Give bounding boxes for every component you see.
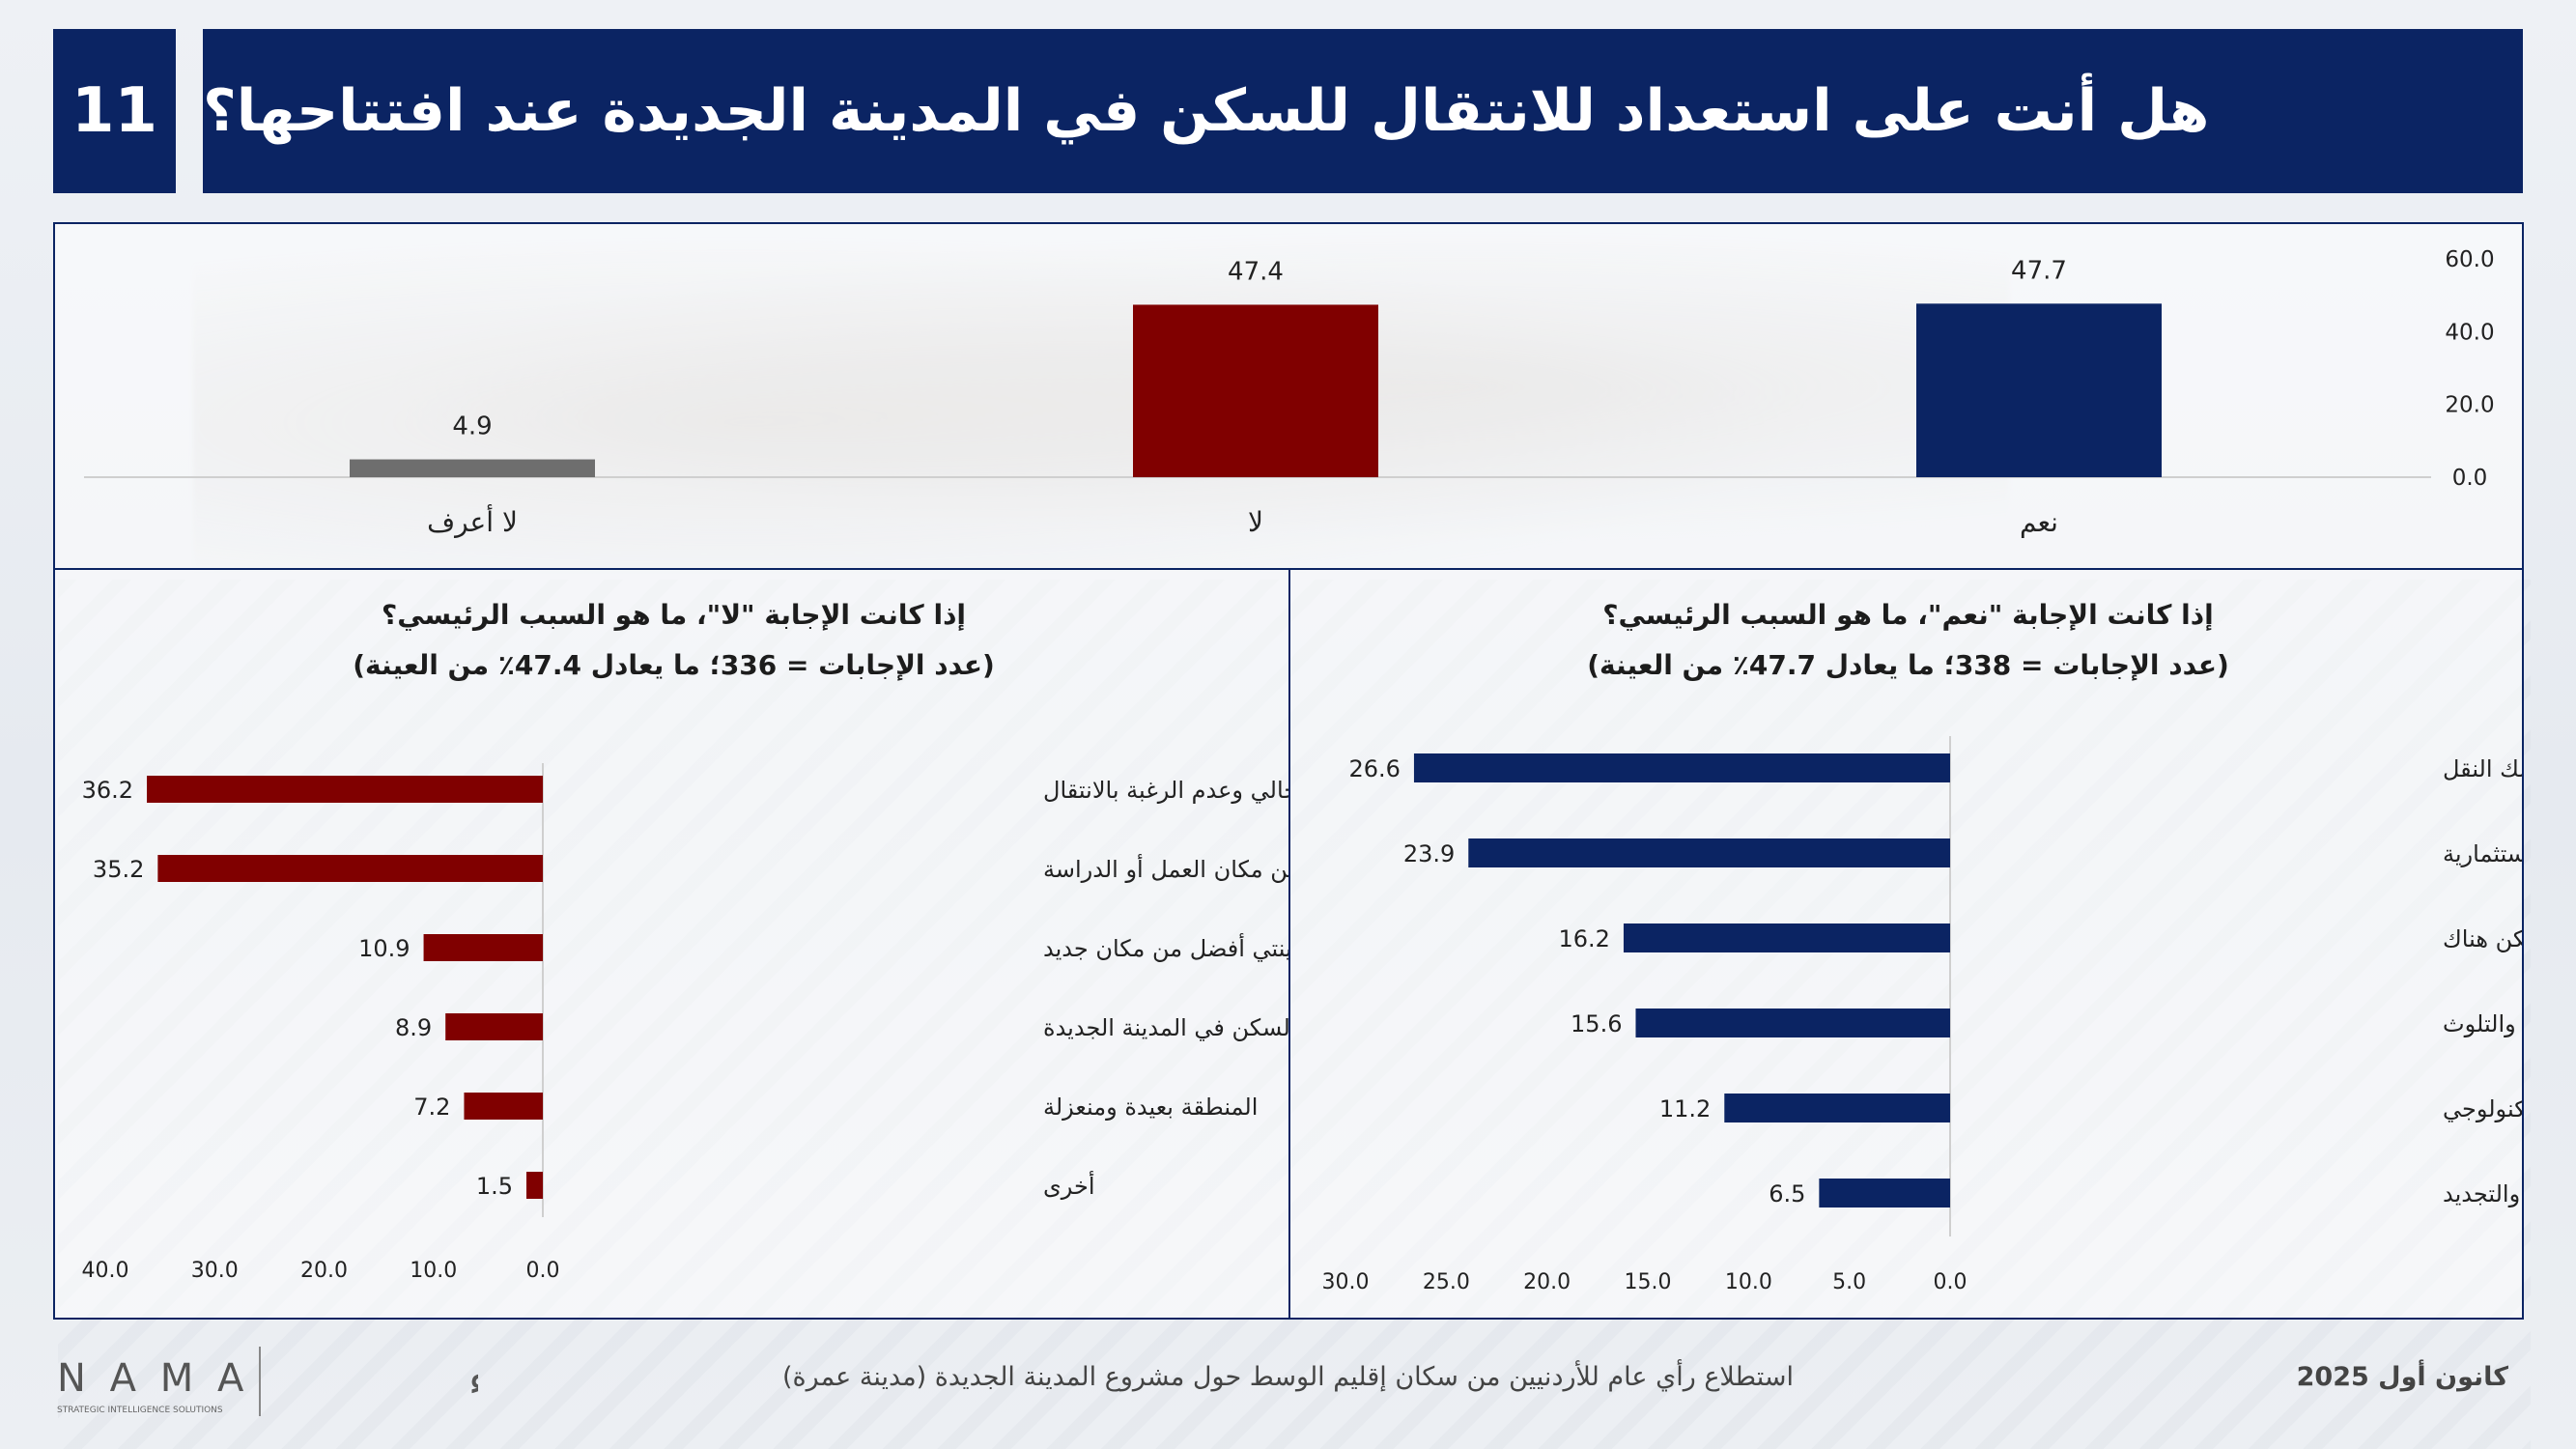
bar — [1635, 1009, 1950, 1037]
overall-bar-chart: 60.0 40.0 20.0 0.0 47.7 نعم 47.4 لا 4.9 لا أعرف — [84, 247, 2495, 538]
bar-value-label: 26.6 — [1349, 755, 1401, 782]
bar — [445, 1013, 543, 1040]
bar — [1916, 303, 2162, 477]
nama-logo: N A M A STRATEGIC INTELLIGENCE SOLUTIONS… — [53, 1341, 612, 1418]
y-tick-label: 40.0 — [2445, 320, 2494, 345]
bar-value-label: 47.7 — [2011, 256, 2067, 285]
logo-latin: N A M A — [57, 1356, 249, 1401]
bar-value-label: 36.2 — [82, 777, 133, 804]
x-tick-label: 5.0 — [1832, 1270, 1866, 1294]
category-label: للابتعاد عن الازدحام السكاني والأزمات ال… — [2443, 1009, 2522, 1037]
category-label: أخرى — [1043, 1171, 1095, 1200]
y-tick-label: 20.0 — [2445, 393, 2494, 418]
bar — [526, 1172, 543, 1199]
x-tick-label: 0.0 — [526, 1259, 560, 1283]
category-label: المنطقة بعيدة ومنعزلة — [1043, 1094, 1258, 1121]
x-tick-label: 10.0 — [1725, 1270, 1772, 1294]
y-tick-label: 60.0 — [2445, 247, 2494, 272]
x-tick-label: 40.0 — [82, 1259, 129, 1283]
bar-value-label: 1.5 — [476, 1173, 513, 1200]
footer-survey-text: استطلاع رأي عام للأردنيين من سكان إقليم … — [782, 1362, 1794, 1392]
bar — [147, 776, 543, 803]
logo-arabic: نمــــــاء — [468, 1356, 478, 1406]
bar-value-label: 35.2 — [93, 856, 144, 883]
category-label: توفر الخدمات في مدينتي أفضل من مكان جديد — [1043, 933, 1288, 962]
category-label: لا أعرف — [427, 503, 518, 538]
category-label: امتلاك بيت المسكن الحالي وعدم الرغبة بال… — [1043, 777, 1288, 804]
x-tick-label: 10.0 — [410, 1259, 457, 1283]
yes-reasons-title: إذا كانت الإجابة "نعم"، ما هو السبب الرئ… — [1602, 599, 2214, 631]
x-tick-label: 30.0 — [1322, 1270, 1370, 1294]
no-reasons-panel: إذا كانت الإجابة "لا"، ما هو السبب الرئي… — [53, 568, 1290, 1320]
bar-value-label: 7.2 — [413, 1094, 450, 1121]
bar — [350, 459, 595, 477]
x-tick-label: 0.0 — [1934, 1270, 1967, 1294]
bar-value-label: 15.6 — [1571, 1010, 1622, 1037]
bar — [464, 1093, 543, 1120]
logo-tagline: STRATEGIC INTELLIGENCE SOLUTIONS — [57, 1406, 223, 1415]
bar-value-label: 11.2 — [1659, 1095, 1711, 1122]
category-label: تواجد الخدمات عالية الجودة، بما في ذلك ا… — [2443, 755, 2522, 782]
x-tick-label: 30.0 — [191, 1259, 239, 1283]
slide-title: هل أنت على استعداد للانتقال للسكن في الم… — [203, 29, 2523, 193]
category-label: لا — [1248, 506, 1263, 538]
overall-chart-panel: 60.0 40.0 20.0 0.0 47.7 نعم 47.4 لا 4.9 لا أعرف — [53, 222, 2524, 570]
x-tick-label: 25.0 — [1423, 1270, 1470, 1294]
bar-value-label: 23.9 — [1403, 840, 1455, 867]
yes-reasons-subtitle: (عدد الإجابات = 338؛ ما يعادل 47.7٪ من ا… — [1587, 649, 2229, 681]
bar — [1623, 923, 1950, 952]
yes-reasons-bar-chart: 26.6 تواجد الخدمات عالية الجودة، بما في ذ… — [1322, 736, 2522, 1294]
bar-value-label: 10.9 — [358, 935, 410, 962]
no-reasons-subtitle: (عدد الإجابات = 336؛ ما يعادل 47.4٪ من ا… — [353, 649, 995, 681]
bar — [1133, 304, 1378, 477]
category-label: بسبب تركيزها على التطور التكنولوجي — [2443, 1095, 2522, 1122]
bar-value-label: 4.9 — [452, 412, 492, 441]
bar — [1468, 838, 1950, 867]
bar — [1819, 1179, 1950, 1208]
bar — [1413, 753, 1950, 782]
category-label: القدرة على تحمل تكاليف السكن هناك — [2443, 925, 2522, 952]
category-label: نعم — [2020, 506, 2058, 538]
bar — [1724, 1094, 1950, 1122]
bar — [423, 934, 543, 961]
x-tick-label: 20.0 — [300, 1259, 348, 1283]
bar — [157, 855, 544, 882]
footer-date: كانون أول 2025 — [2296, 1362, 2508, 1392]
yes-reasons-panel: إذا كانت الإجابة "نعم"، ما هو السبب الرئ… — [1288, 568, 2524, 1320]
no-reasons-bar-chart: 36.2 امتلاك بيت المسكن الحالي وعدم الرغبة… — [82, 763, 1288, 1283]
x-tick-label: 15.0 — [1625, 1270, 1672, 1294]
bar-value-label: 16.2 — [1559, 925, 1610, 952]
no-reasons-title: إذا كانت الإجابة "لا"، ما هو السبب الرئي… — [381, 599, 967, 631]
bar-value-label: 6.5 — [1769, 1180, 1805, 1208]
bar-value-label: 47.4 — [1228, 257, 1284, 286]
category-label: توفر فرص عمل وفرص استثمارية — [2443, 840, 2522, 867]
x-tick-label: 20.0 — [1523, 1270, 1571, 1294]
category-label: التعود والارتياح في مكان السكن الحالي وق… — [1043, 854, 1288, 883]
y-tick-label: 0.0 — [2452, 466, 2488, 491]
slide-number: 11 — [53, 29, 176, 193]
category-label: من باب التغيير والتجديد — [2443, 1180, 2522, 1208]
category-label: عدم القدرة على تحمل تكاليف السكن في المد… — [1043, 1014, 1288, 1041]
bar-value-label: 8.9 — [395, 1014, 432, 1041]
